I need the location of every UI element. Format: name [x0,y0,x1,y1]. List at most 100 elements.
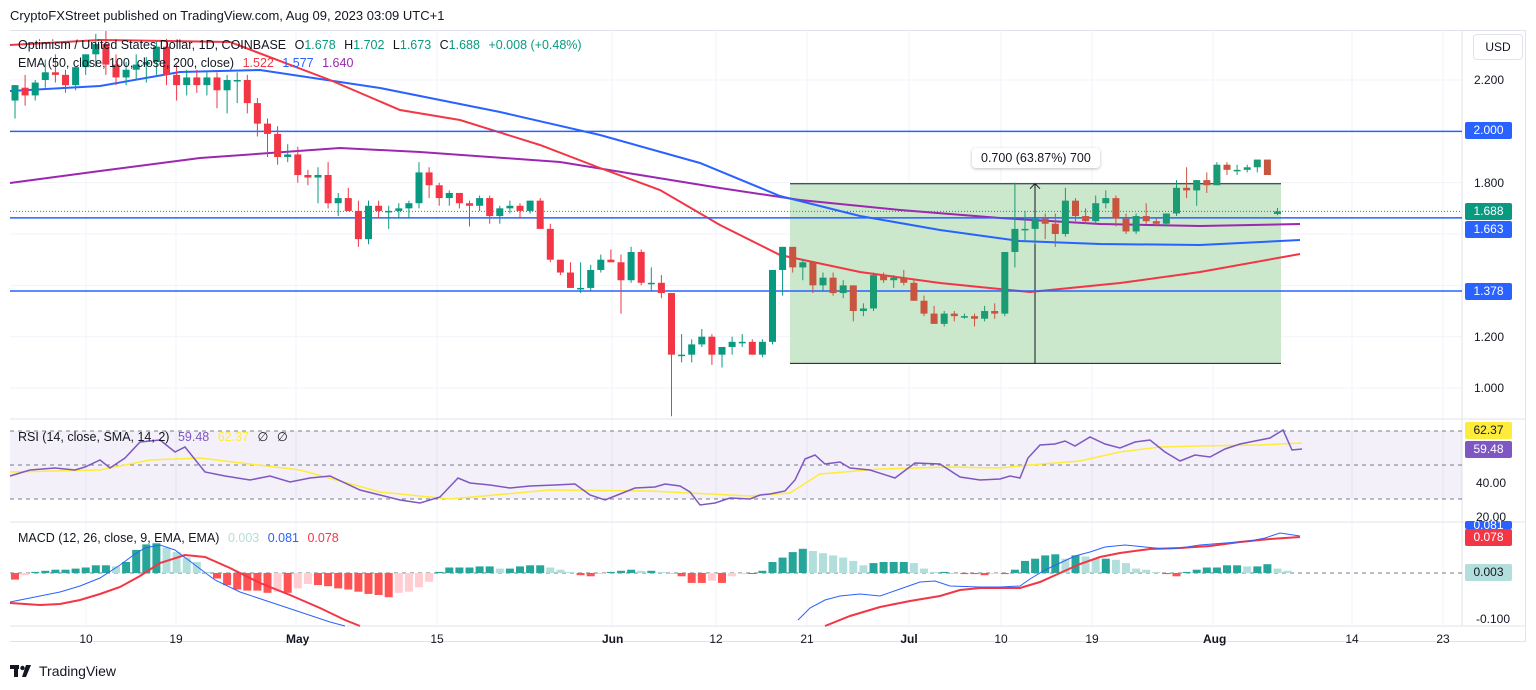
macd-histogram-bar [596,573,605,575]
macd-signal-tag: 0.078 [1465,529,1512,546]
time-axis-label: May [286,632,310,646]
candle-body [11,85,19,101]
rsi-label[interactable]: RSI (14, close, SMA, 14, 2) [18,430,170,444]
macd-histogram-bar [1101,558,1110,573]
tradingview-logo-icon [10,665,31,677]
price-tick: 1.800 [1474,176,1505,190]
price-tag-1378: 1.378 [1465,283,1512,300]
candle-body [375,205,383,211]
candle-body [748,341,756,355]
macd-histogram-bar [667,573,676,574]
rsi-extra-1: ∅ [257,430,269,444]
candle-body [799,262,807,268]
macd-label[interactable]: MACD (12, 26, close, 9, EMA, EMA) [18,531,220,545]
candle-body [476,198,484,206]
candle-body [92,44,100,55]
macd-histogram-bar [112,566,120,573]
time-axis-label: 10 [994,632,1008,646]
macd-histogram-bar [950,573,959,574]
macd-histogram-bar [435,571,444,573]
candle-body [253,103,261,124]
candle-body [1183,187,1191,191]
candle-body [1011,228,1019,252]
candle-body [193,77,201,86]
time-axis-label: 23 [1436,632,1450,646]
time-axis-label: 21 [800,632,814,646]
candle-body [1173,187,1180,214]
macd-histogram-bar [152,543,161,573]
candle-body [981,311,989,319]
macd-histogram-bar [536,565,545,573]
candle-body [597,259,605,270]
candle-body [758,341,766,355]
macd-histogram-bar [233,573,242,590]
rsi-tick: 20.00 [1476,510,1507,524]
measure-arrow-icon [1029,182,1041,190]
macd-histogram-bar [374,573,383,595]
candle-body [1061,200,1069,235]
candle-body [991,311,999,314]
candle-body [1031,218,1039,229]
candle-body [1051,223,1059,235]
macd-histogram-bar [485,566,494,573]
macd-histogram-bar [526,565,535,573]
macd-histogram-bar [1152,571,1161,573]
candle-body [769,269,776,342]
macd-histogram-bar [283,573,292,593]
rsi-line [9,428,1303,506]
time-axis-label: Jun [602,632,624,646]
rsi-value: 59.48 [177,430,210,444]
rsi-sma-line [9,442,1303,500]
candle-body [415,172,423,204]
macd-histogram-bar [707,573,716,581]
macd-histogram-bar [960,573,969,575]
macd-histogram-bar [273,573,282,592]
candle-body [627,251,635,281]
candle-body [1122,218,1130,232]
candle-body [72,67,80,86]
macd-histogram-bar [647,570,656,573]
candle-body [890,277,898,281]
ema-label[interactable]: EMA (50, close, 100, close, 200, close) [18,56,235,70]
candle-body [657,282,665,294]
macd-histogram-bar [425,573,434,582]
candle-body [698,336,706,345]
candle-body [274,133,282,158]
macd-histogram-bar [889,562,898,573]
candle-body [425,172,433,186]
macd-histogram-bar [718,573,726,583]
candle-body [556,259,564,273]
symbol-label[interactable]: Optimism / United States Dollar, 1D, COI… [18,38,287,52]
candle-body [577,287,585,290]
candle-body [1021,228,1029,231]
macd-value: 0.081 [267,531,299,545]
macd-histogram-bar [31,571,40,573]
candle-body [405,203,413,209]
macd-histogram-bar [930,571,939,573]
currency-button[interactable]: USD [1473,34,1523,60]
macd-histogram-bar [1162,573,1171,575]
candle-body [102,44,110,65]
candle-body [354,210,362,240]
macd-histogram-bar [1243,566,1252,573]
footer-brand[interactable]: TradingView [10,663,116,679]
macd-histogram-bar [1192,569,1201,573]
macd-histogram-bar [657,571,666,573]
candle-body [546,228,554,260]
macd-histogram-bar [1031,558,1040,573]
macd-histogram-bar [808,551,817,573]
macd-histogram-bar [798,548,807,573]
macd-histogram-bar [465,567,474,573]
candle-body [1132,216,1140,232]
candle-body [567,272,574,288]
time-axis-label: 12 [709,632,723,646]
measure-tool-label[interactable]: 0.700 (63.87%) 700 [972,148,1100,168]
time-axis-label: 10 [79,632,93,646]
macd-histogram-bar [586,573,595,577]
rsi-sma-tag: 62.37 [1465,422,1512,439]
macd-histogram-bar [637,570,646,573]
candle-body [607,259,615,263]
macd-histogram-bar [202,571,211,573]
candle-body [122,69,130,78]
